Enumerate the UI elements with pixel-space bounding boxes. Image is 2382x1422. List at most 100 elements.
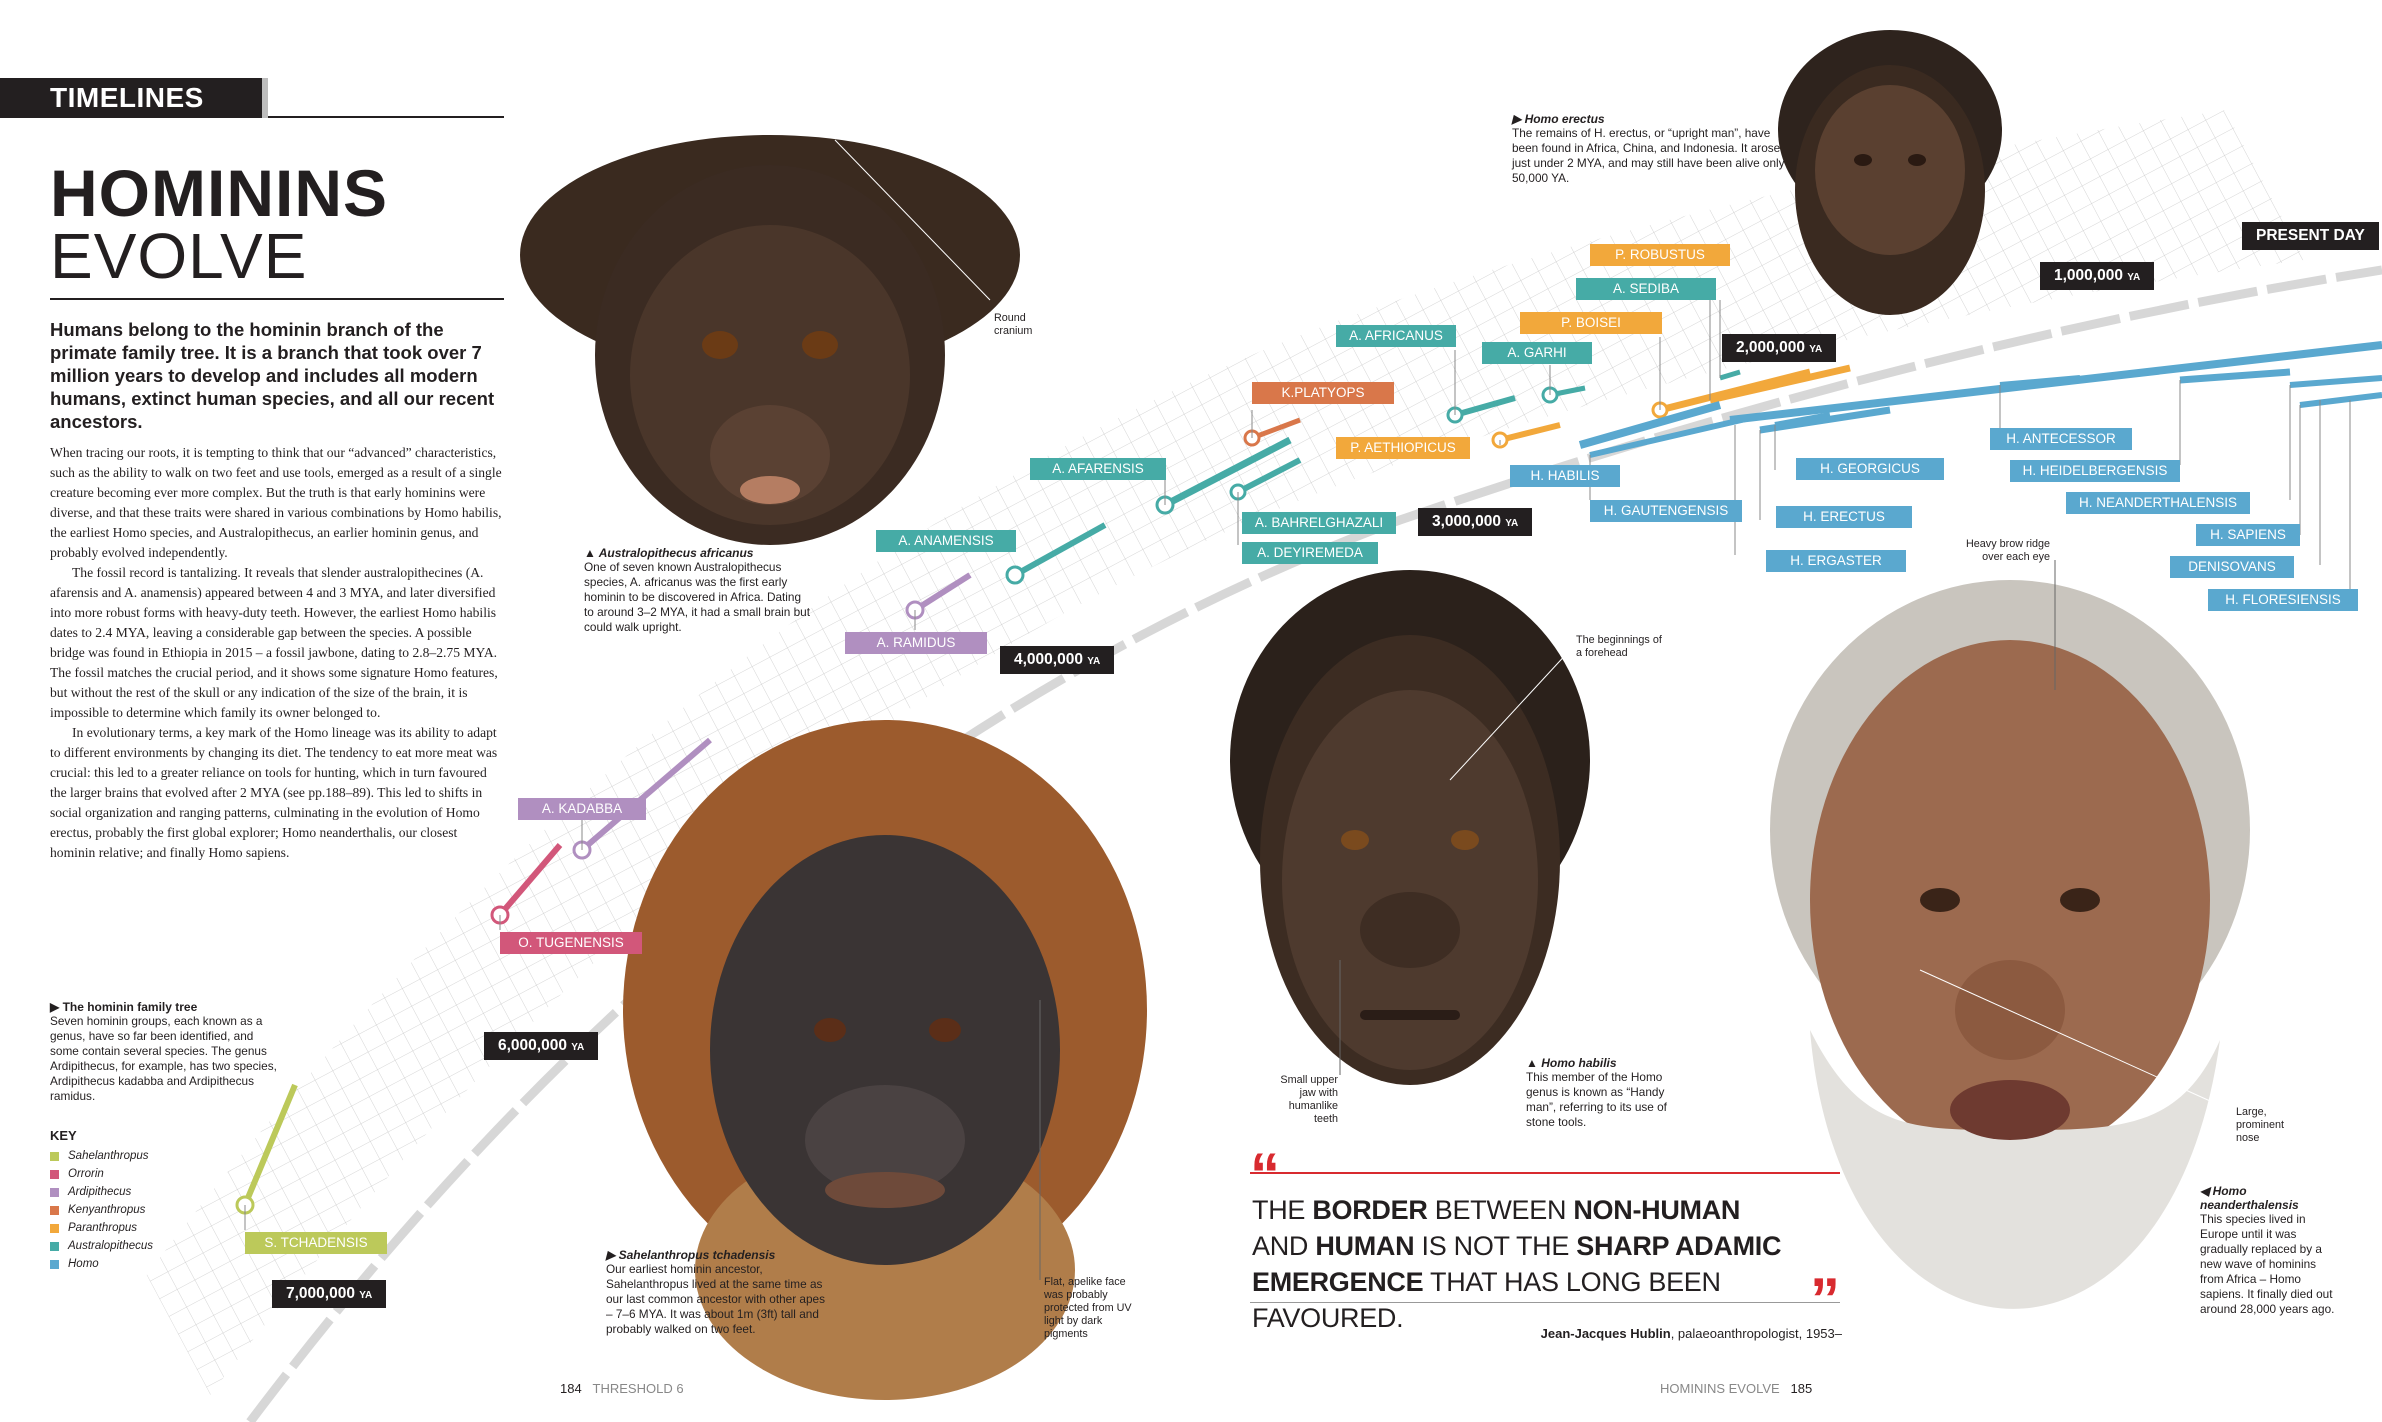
family-tree-caption-title: ▶ The hominin family tree — [50, 1000, 198, 1014]
key-item-orrorin: Orrorin — [50, 1165, 153, 1183]
label-a-sediba: A. SEDIBA — [1576, 278, 1716, 300]
key-label: Orrorin — [68, 1168, 104, 1180]
label-p-boisei: P. BOISEI — [1520, 312, 1662, 334]
branch-anamensis — [1013, 522, 1107, 578]
date-marker-6000000: 6,000,000 YA — [484, 1032, 599, 1060]
folio-left: 184 THRESHOLD 6 — [560, 1381, 684, 1396]
body-paragraph-3: In evolutionary terms, a key mark of the… — [50, 725, 498, 860]
key-item-kenyanthropus: Kenyanthropus — [50, 1201, 153, 1219]
caption-title: ▲ Homo habilis — [1526, 1056, 1617, 1070]
label-a-garhi: A. GARHI — [1482, 342, 1592, 364]
key-label: Paranthropus — [68, 1222, 138, 1234]
branch-bahrelghazali — [1236, 457, 1302, 495]
page-title: HOMININS — [50, 156, 388, 230]
label-a-anamensis: A. ANAMENSIS — [876, 530, 1016, 552]
face-homo-erectus — [1778, 30, 2002, 315]
label-k-platyops: K.PLATYOPS — [1252, 382, 1394, 404]
note-large-nose: Large, prominent nose — [2236, 1106, 2285, 1144]
caption-text: This member of the Homo genus is known a… — [1526, 1070, 1667, 1129]
key-item-paranthropus: Paranthropus — [50, 1219, 153, 1237]
label-a-kadabba: A. KADABBA — [518, 798, 646, 820]
label-h-erectus: H. ERECTUS — [1776, 506, 1912, 528]
key-item-australopithecus: Australopithecus — [50, 1237, 153, 1255]
key-swatch — [50, 1169, 59, 1179]
label-p-aethiopicus: P. AETHIOPICUS — [1336, 437, 1470, 459]
caption-homo-erectus: ▶ Homo erectus The remains of H. erectus… — [1512, 112, 1792, 186]
caption-text: This species lived in Europe until it wa… — [2200, 1212, 2335, 1316]
key-label: Australopithecus — [68, 1240, 154, 1252]
branch-tchadensis — [242, 1083, 298, 1207]
label-a-ramidus: A. RAMIDUS — [845, 632, 987, 654]
label-a-bahrelghazali: A. BAHRELGHAZALI — [1242, 512, 1396, 534]
caption-sahelanthropus-tchadensis: ▶ Sahelanthropus tchadensis Our earliest… — [606, 1248, 832, 1337]
key-swatch — [50, 1151, 59, 1161]
key-item-homo: Homo — [50, 1255, 153, 1273]
branch-robustus — [1709, 364, 1851, 404]
note-forehead: The beginnings of a forehead — [1576, 634, 1662, 659]
body-paragraph-1: When tracing our roots, it is tempting t… — [50, 445, 502, 560]
key-swatch — [50, 1205, 59, 1215]
caption-homo-neanderthalensis: ◀ Homo neanderthalensis This species liv… — [2200, 1184, 2336, 1317]
label-h-georgicus: H. GEORGICUS — [1796, 458, 1944, 480]
label-o-tugenensis: O. TUGENENSIS — [500, 932, 642, 954]
key-title: KEY — [50, 1128, 77, 1143]
caption-text: Our earliest hominin ancestor, Sahelanth… — [606, 1262, 826, 1336]
date-marker-1000000: 1,000,000 YA — [2040, 262, 2155, 290]
branch-sapiens — [2299, 392, 2382, 408]
note-round-cranium: Round cranium — [994, 312, 1033, 337]
key-label: Kenyanthropus — [68, 1204, 146, 1216]
label-denisovans: DENISOVANS — [2170, 556, 2294, 578]
label-h-sapiens: H. SAPIENS — [2196, 524, 2300, 546]
body-text: When tracing our roots, it is tempting t… — [50, 443, 506, 863]
date-marker-present-day: PRESENT DAY — [2242, 222, 2379, 250]
key-swatch — [50, 1223, 59, 1233]
label-h-antecessor: H. ANTECESSOR — [1990, 428, 2132, 450]
branch-antecessor — [1999, 375, 2081, 388]
key-item-sahelanthropus: Sahelanthropus — [50, 1147, 153, 1165]
branch-africanus — [1454, 395, 1516, 418]
key-swatch — [50, 1241, 59, 1251]
title-rule — [50, 298, 504, 300]
note-brow-ridge: Heavy brow ridge over each eye — [1965, 538, 2050, 563]
label-h-habilis: H. HABILIS — [1510, 465, 1620, 487]
branch-tugenensis — [497, 843, 563, 917]
date-marker-4000000: 4,000,000 YA — [1000, 646, 1115, 674]
branch-platyops — [1251, 417, 1301, 441]
branch-habilis — [1578, 401, 1722, 449]
folio-right: HOMININS EVOLVE 185 — [1660, 1381, 1813, 1396]
quote-open-mark: “ — [1250, 1141, 1280, 1208]
branch-kadabba — [580, 737, 712, 853]
branch-heidelbergensis — [2179, 368, 2291, 384]
section-tab: TIMELINES — [0, 78, 262, 118]
note-small-jaw: Small upper jaw with humanlike teeth — [1280, 1074, 1338, 1125]
face-australopithecus-africanus — [520, 135, 1020, 545]
body-paragraph-2: The fossil record is tantalizing. It rev… — [50, 565, 498, 720]
section-tab-shadow — [262, 78, 268, 118]
key-swatch — [50, 1259, 59, 1269]
caption-title: ▲ Australopithecus africanus — [584, 546, 754, 560]
branch-ergaster — [1759, 406, 1891, 434]
branch-gautengensis — [1589, 415, 1751, 458]
quote-text: THE BORDER BETWEEN NON-HUMAN AND HUMAN I… — [1252, 1195, 1782, 1333]
section-rule — [268, 116, 504, 118]
family-tree-caption-text: Seven hominin groups, each known as a ge… — [50, 1014, 277, 1103]
date-marker-7000000: 7,000,000 YA — [272, 1280, 387, 1308]
label-a-deyiremeda: A. DEYIREMEDA — [1242, 542, 1378, 564]
branch-afarensis — [1163, 436, 1292, 509]
key-swatch — [50, 1187, 59, 1197]
quote-rule-bottom — [1250, 1302, 1840, 1303]
branch-aethiopicus — [1499, 422, 1561, 443]
label-p-robustus: P. ROBUSTUS — [1590, 244, 1730, 266]
branch-ramidus — [913, 572, 972, 613]
label-a-afarensis: A. AFARENSIS — [1030, 458, 1166, 480]
caption-title: ▶ Homo erectus — [1512, 112, 1605, 126]
key-item-ardipithecus: Ardipithecus — [50, 1183, 153, 1201]
label-a-africanus: A. AFRICANUS — [1336, 325, 1456, 347]
label-s-tchadensis: S. TCHADENSIS — [245, 1232, 387, 1254]
key-label: Ardipithecus — [68, 1186, 132, 1198]
key: KEY Sahelanthropus Orrorin Ardipithecus … — [50, 1128, 153, 1273]
branch-neanderthalensis — [2289, 375, 2382, 388]
key-label: Homo — [68, 1258, 99, 1270]
key-label: Sahelanthropus — [68, 1150, 149, 1162]
